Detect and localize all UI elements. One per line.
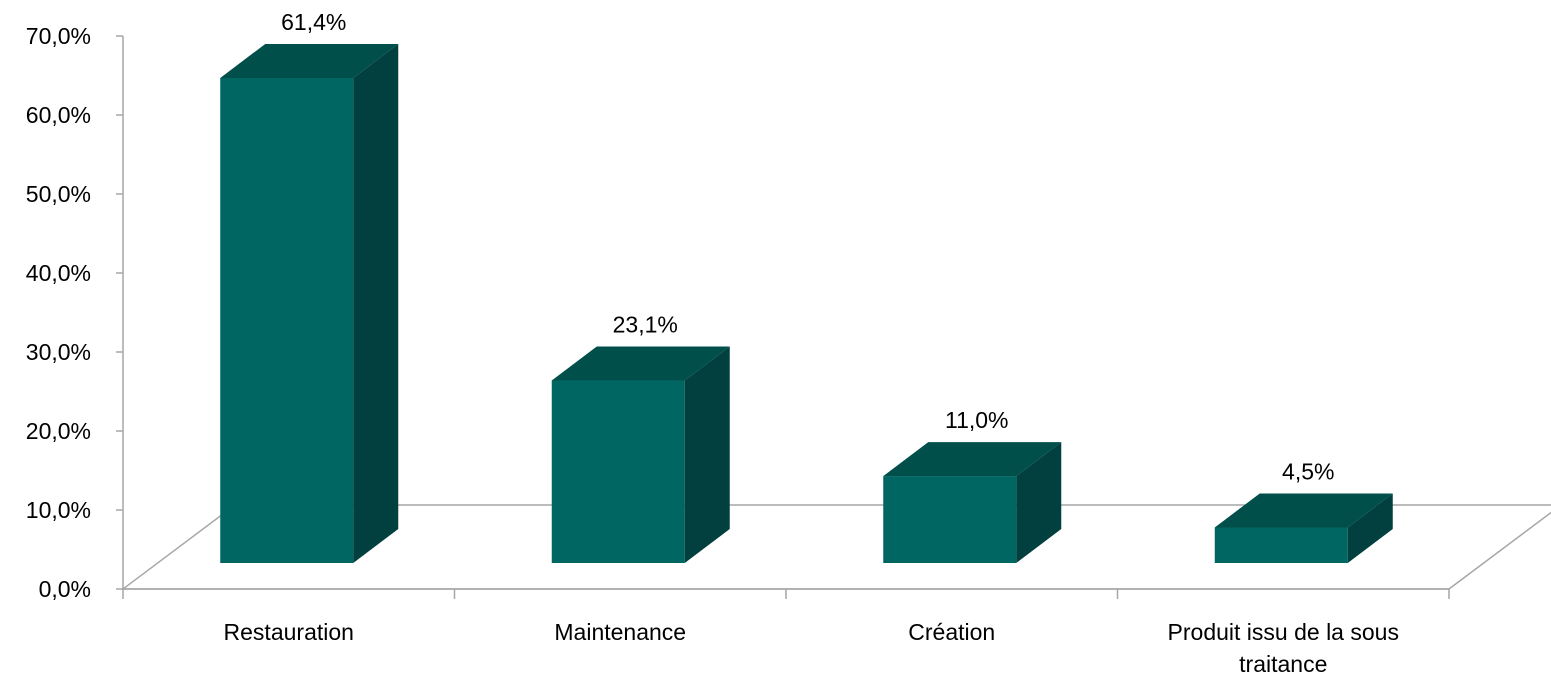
data-label: 61,4% bbox=[281, 9, 346, 35]
y-tick-label: 40,0% bbox=[26, 260, 91, 286]
bar-top bbox=[1214, 493, 1393, 528]
bar-front bbox=[1214, 527, 1348, 563]
bar-side bbox=[684, 346, 730, 563]
data-label: 23,1% bbox=[613, 312, 678, 338]
bars bbox=[220, 43, 1393, 563]
x-axis: Restauration Maintenance Création Produit i… bbox=[122, 588, 1450, 677]
y-tick-label: 10,0% bbox=[26, 497, 91, 523]
bar bbox=[883, 442, 1062, 563]
bar-top bbox=[551, 346, 730, 381]
bar-top bbox=[220, 43, 399, 78]
y-axis: 0,0% 10,0% 20,0% 30,0% 40,0% 50,0% 60,0% 70,0% bbox=[26, 23, 124, 602]
y-tick-label: 50,0% bbox=[26, 181, 91, 207]
y-tick-label: 30,0% bbox=[26, 339, 91, 365]
x-category-label: Produit issu de la sous traitance bbox=[1168, 619, 1399, 677]
x-category-label: Restauration bbox=[224, 619, 354, 645]
bar bbox=[551, 346, 730, 563]
bar bbox=[220, 43, 399, 563]
bar-side bbox=[1016, 442, 1062, 563]
bar-top bbox=[883, 442, 1062, 477]
y-tick-label: 20,0% bbox=[26, 418, 91, 444]
x-category-label: Maintenance bbox=[554, 619, 686, 645]
data-label: 4,5% bbox=[1282, 458, 1334, 484]
bar-side bbox=[353, 43, 399, 563]
bar-front bbox=[551, 380, 685, 563]
x-category-label: Création bbox=[908, 619, 995, 645]
bar-front bbox=[220, 77, 354, 563]
data-labels: 61,4% 23,1% 11,0% 4,5% bbox=[281, 9, 1334, 485]
y-tick-label: 0,0% bbox=[39, 576, 91, 602]
y-tick-label: 60,0% bbox=[26, 102, 91, 128]
bar bbox=[1214, 493, 1393, 563]
bar-front bbox=[883, 476, 1017, 563]
data-label: 11,0% bbox=[945, 407, 1009, 433]
bar-side bbox=[1347, 493, 1393, 563]
y-tick-label: 70,0% bbox=[26, 23, 91, 49]
